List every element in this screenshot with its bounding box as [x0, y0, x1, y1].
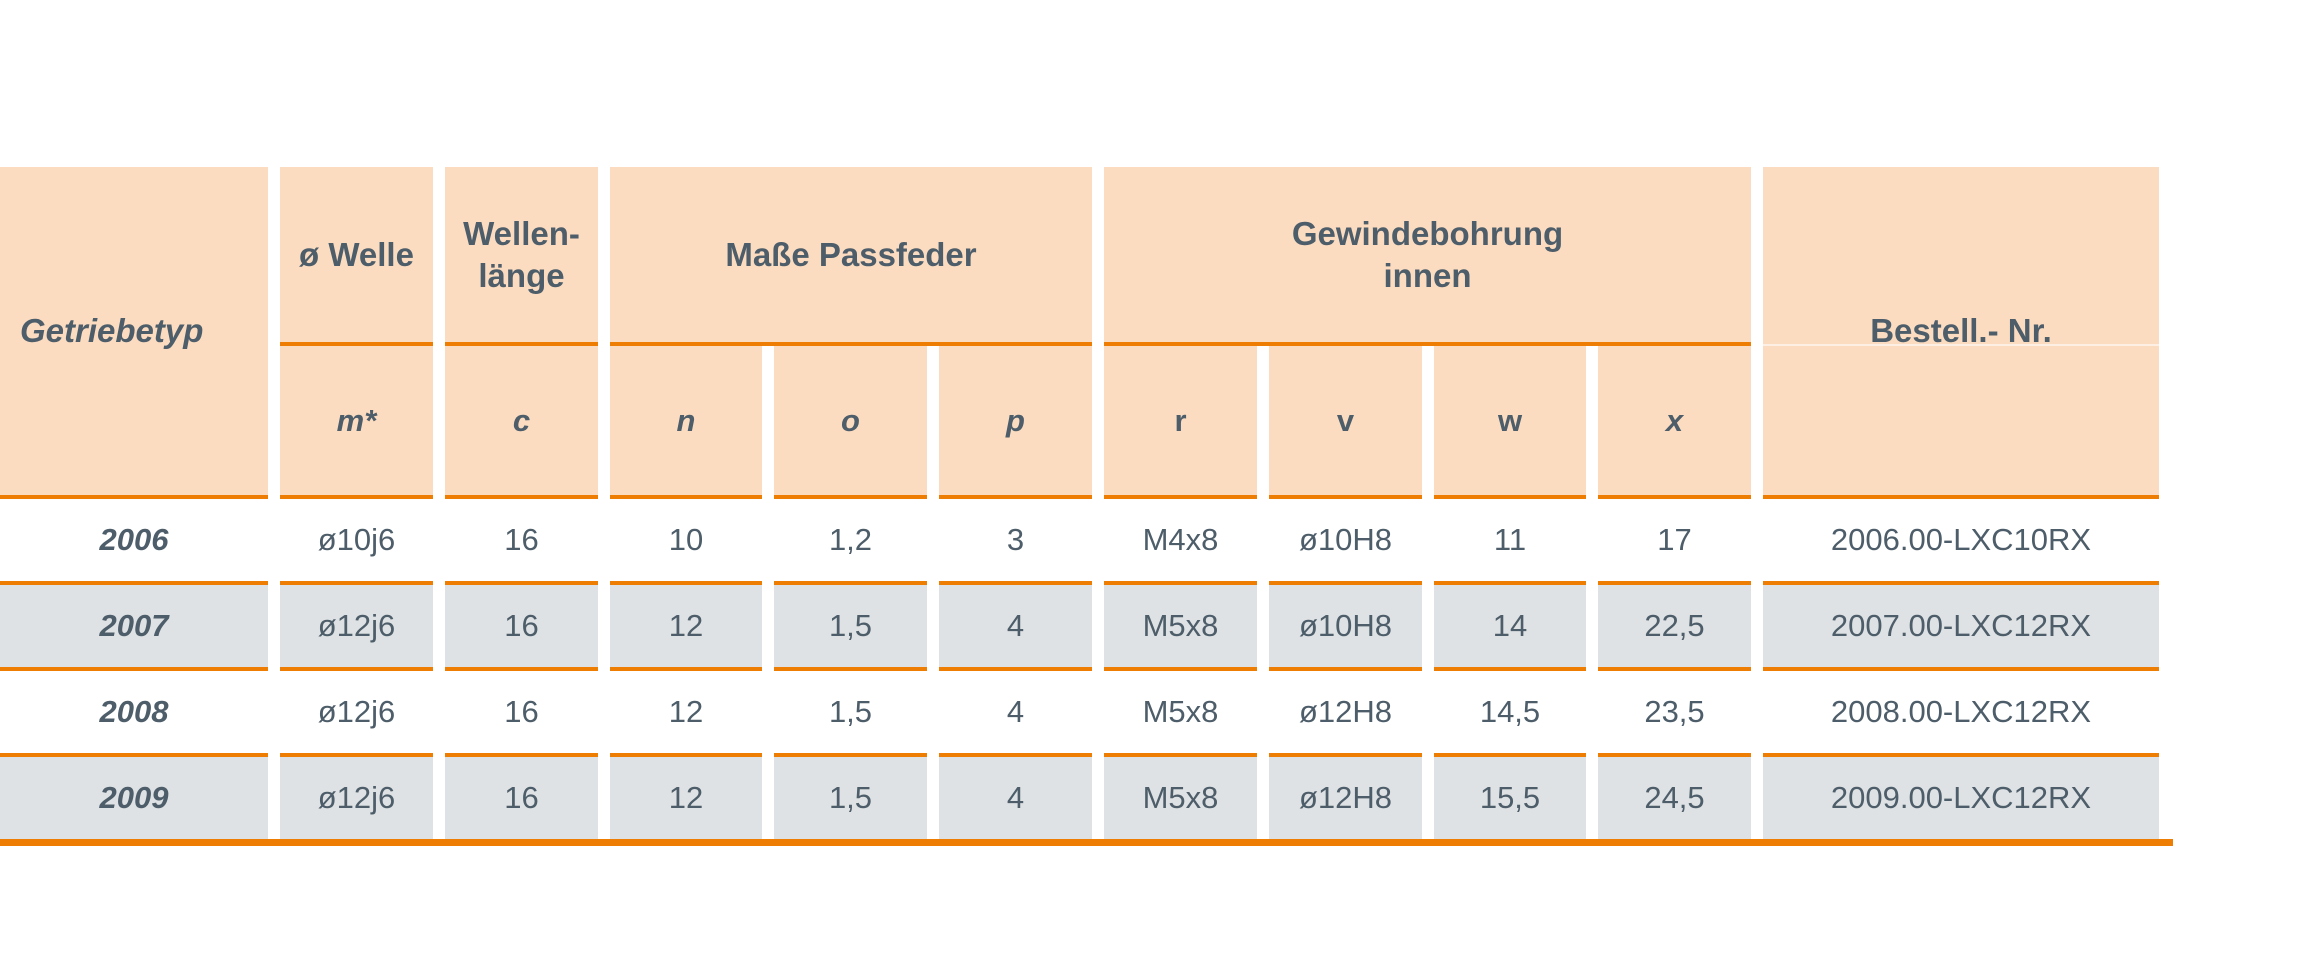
col-header-w: w: [1434, 346, 1586, 499]
table-row-2009: 2009 ø12j6 16 12 1,5 4 M5x8 ø12H8 15,5 2…: [0, 753, 2159, 839]
page: Getriebetyp ø Welle Wellen- länge Maße P…: [0, 167, 2302, 973]
cell-c: 16: [445, 753, 598, 839]
cell-m: ø12j6: [280, 667, 433, 753]
cell-n: 12: [610, 581, 762, 667]
cell-n: 12: [610, 753, 762, 839]
col-header-c: c: [445, 346, 598, 499]
row-label: 2006: [0, 499, 268, 581]
cell-order-number: 2009.00-LXC12RX: [1763, 753, 2159, 839]
cell-p: 4: [939, 753, 1092, 839]
table-row-2008: 2008 ø12j6 16 12 1,5 4 M5x8 ø12H8 14,5 2…: [0, 667, 2159, 753]
col-group-gewindebohrung-innen: Gewindebohrung innen: [1104, 167, 1751, 346]
col-header-o: o: [774, 346, 927, 499]
cell-order-number: 2006.00-LXC10RX: [1763, 499, 2159, 581]
cell-x: 23,5: [1598, 667, 1751, 753]
table-row-2006: 2006 ø10j6 16 10 1,2 3 M4x8 ø10H8 11 17 …: [0, 499, 2159, 581]
col-header-m: m*: [280, 346, 433, 499]
cell-o: 1,5: [774, 581, 927, 667]
col-header-v: v: [1269, 346, 1422, 499]
cell-v: ø12H8: [1269, 667, 1422, 753]
cell-m: ø10j6: [280, 499, 433, 581]
header-group-row: Getriebetyp ø Welle Wellen- länge Maße P…: [0, 167, 2159, 499]
cell-p: 4: [939, 581, 1092, 667]
cell-w: 15,5: [1434, 753, 1586, 839]
cell-m: ø12j6: [280, 753, 433, 839]
row-label: 2007: [0, 581, 268, 667]
cell-c: 16: [445, 499, 598, 581]
cell-r: M5x8: [1104, 753, 1257, 839]
cell-c: 16: [445, 581, 598, 667]
cell-w: 14,5: [1434, 667, 1586, 753]
cell-c: 16: [445, 667, 598, 753]
row-label: 2008: [0, 667, 268, 753]
col-header-getriebetyp: Getriebetyp: [0, 167, 268, 499]
cell-m: ø12j6: [280, 581, 433, 667]
cell-w: 14: [1434, 581, 1586, 667]
cell-r: M5x8: [1104, 667, 1257, 753]
row-label: 2009: [0, 753, 268, 839]
cell-n: 10: [610, 499, 762, 581]
col-header-p: p: [939, 346, 1092, 499]
col-group-wellenlaenge: Wellen- länge: [445, 167, 598, 346]
cell-w: 11: [1434, 499, 1586, 581]
cell-x: 17: [1598, 499, 1751, 581]
cell-v: ø12H8: [1269, 753, 1422, 839]
col-header-n: n: [610, 346, 762, 499]
col-group-masse-passfeder: Maße Passfeder: [610, 167, 1092, 346]
cell-r: M4x8: [1104, 499, 1257, 581]
gear-spec-table: Getriebetyp ø Welle Wellen- länge Maße P…: [0, 167, 2171, 839]
cell-order-number: 2008.00-LXC12RX: [1763, 667, 2159, 753]
cell-r: M5x8: [1104, 581, 1257, 667]
cell-v: ø10H8: [1269, 499, 1422, 581]
table-bottom-rule: [0, 839, 2173, 846]
col-header-r: r: [1104, 346, 1257, 499]
cell-v: ø10H8: [1269, 581, 1422, 667]
cell-x: 22,5: [1598, 581, 1751, 667]
col-header-bestell-nr: Bestell.- Nr.: [1763, 167, 2159, 499]
col-group-welle: ø Welle: [280, 167, 433, 346]
cell-x: 24,5: [1598, 753, 1751, 839]
col-header-x: x: [1598, 346, 1751, 499]
cell-o: 1,5: [774, 667, 927, 753]
cell-o: 1,2: [774, 499, 927, 581]
cell-p: 4: [939, 667, 1092, 753]
cell-order-number: 2007.00-LXC12RX: [1763, 581, 2159, 667]
header-sub-row: m* c n o p r v w x: [0, 346, 2159, 499]
cell-o: 1,5: [774, 753, 927, 839]
cell-n: 12: [610, 667, 762, 753]
table-row-2007: 2007 ø12j6 16 12 1,5 4 M5x8 ø10H8 14 22,…: [0, 581, 2159, 667]
cell-p: 3: [939, 499, 1092, 581]
